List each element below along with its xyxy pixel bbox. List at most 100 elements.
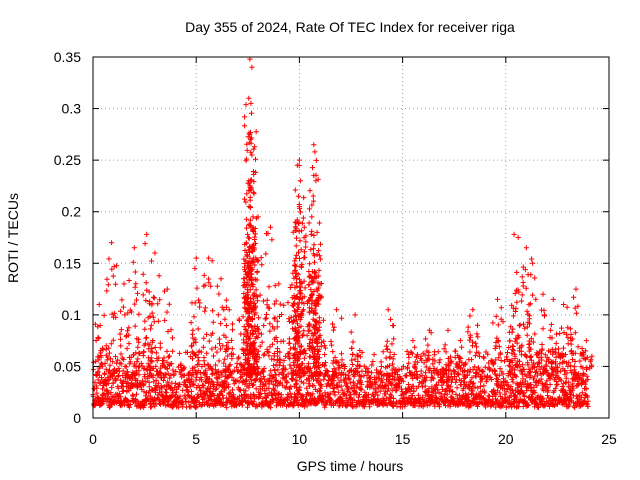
data-point — [553, 354, 559, 360]
data-point — [119, 297, 125, 303]
data-point — [209, 346, 215, 352]
data-point — [342, 363, 348, 370]
data-point — [204, 331, 210, 337]
data-point — [191, 314, 197, 320]
data-point — [426, 386, 432, 392]
data-point — [419, 357, 425, 363]
data-point — [564, 393, 571, 399]
data-point — [159, 362, 166, 369]
data-point — [133, 281, 139, 287]
data-point — [164, 348, 170, 354]
data-point — [248, 110, 255, 116]
data-point — [221, 360, 227, 366]
data-point — [278, 392, 284, 398]
data-point — [435, 349, 441, 355]
data-point — [218, 321, 224, 327]
data-point — [143, 378, 149, 384]
data-point — [153, 350, 159, 356]
data-point — [283, 353, 289, 359]
data-point — [251, 189, 257, 195]
data-point — [140, 353, 146, 359]
data-point — [93, 383, 99, 389]
data-point — [115, 373, 121, 379]
data-point — [219, 372, 225, 378]
data-point — [214, 349, 220, 355]
data-point — [252, 306, 258, 312]
data-point — [180, 401, 186, 407]
data-point — [322, 360, 329, 366]
data-point — [188, 383, 194, 389]
data-point — [201, 335, 207, 341]
data-point — [335, 384, 341, 390]
data-point — [570, 385, 576, 391]
data-point — [110, 359, 116, 365]
data-point — [164, 286, 170, 292]
data-point — [223, 363, 229, 369]
data-point — [120, 304, 126, 310]
data-point — [94, 385, 100, 391]
data-point — [246, 361, 253, 367]
data-point — [354, 384, 360, 390]
data-point — [122, 312, 128, 318]
data-point — [238, 367, 244, 373]
data-point — [118, 351, 124, 357]
data-point — [335, 389, 341, 395]
data-point — [134, 359, 140, 365]
data-point — [245, 180, 251, 186]
data-point — [149, 302, 155, 308]
data-point — [142, 341, 148, 347]
data-point — [503, 354, 510, 360]
y-tick-label: 0.15 — [54, 255, 81, 271]
data-point — [419, 384, 426, 390]
data-point — [261, 365, 267, 371]
data-point — [132, 284, 138, 290]
data-point — [193, 374, 199, 380]
data-point — [243, 240, 249, 246]
data-point — [445, 375, 451, 381]
data-point — [394, 403, 400, 409]
data-point — [410, 383, 416, 389]
data-point — [153, 401, 159, 407]
data-point — [244, 191, 250, 197]
data-point — [149, 339, 155, 345]
data-point — [244, 317, 250, 323]
data-point — [241, 337, 247, 343]
data-point — [206, 365, 212, 371]
data-point — [152, 250, 158, 256]
data-point — [375, 396, 381, 402]
data-point — [311, 395, 317, 401]
data-point — [244, 341, 250, 347]
data-point — [283, 366, 289, 372]
y-axis-title: ROTI / TECUs — [5, 193, 21, 283]
data-point — [105, 380, 111, 386]
data-point — [453, 379, 459, 385]
data-point — [241, 295, 247, 301]
data-point — [132, 323, 138, 329]
data-point — [274, 383, 280, 389]
data-point — [173, 389, 179, 395]
data-point — [217, 392, 223, 398]
data-point — [247, 244, 253, 250]
data-point — [493, 392, 499, 398]
data-point — [522, 378, 528, 384]
data-point — [159, 357, 166, 364]
data-point — [371, 393, 377, 399]
data-point — [216, 358, 222, 364]
data-point — [224, 405, 230, 411]
data-point — [555, 381, 561, 387]
data-point — [244, 275, 250, 281]
data-point — [149, 404, 155, 410]
data-point — [221, 332, 227, 338]
data-point — [245, 309, 251, 315]
data-point — [225, 366, 232, 372]
data-point — [300, 393, 306, 399]
data-point — [566, 379, 572, 385]
data-point — [143, 335, 150, 341]
data-point — [169, 335, 176, 341]
data-point — [113, 314, 119, 320]
data-point — [332, 392, 338, 398]
data-point — [190, 382, 196, 388]
y-tick-label: 0 — [73, 410, 81, 426]
data-point — [93, 337, 99, 344]
